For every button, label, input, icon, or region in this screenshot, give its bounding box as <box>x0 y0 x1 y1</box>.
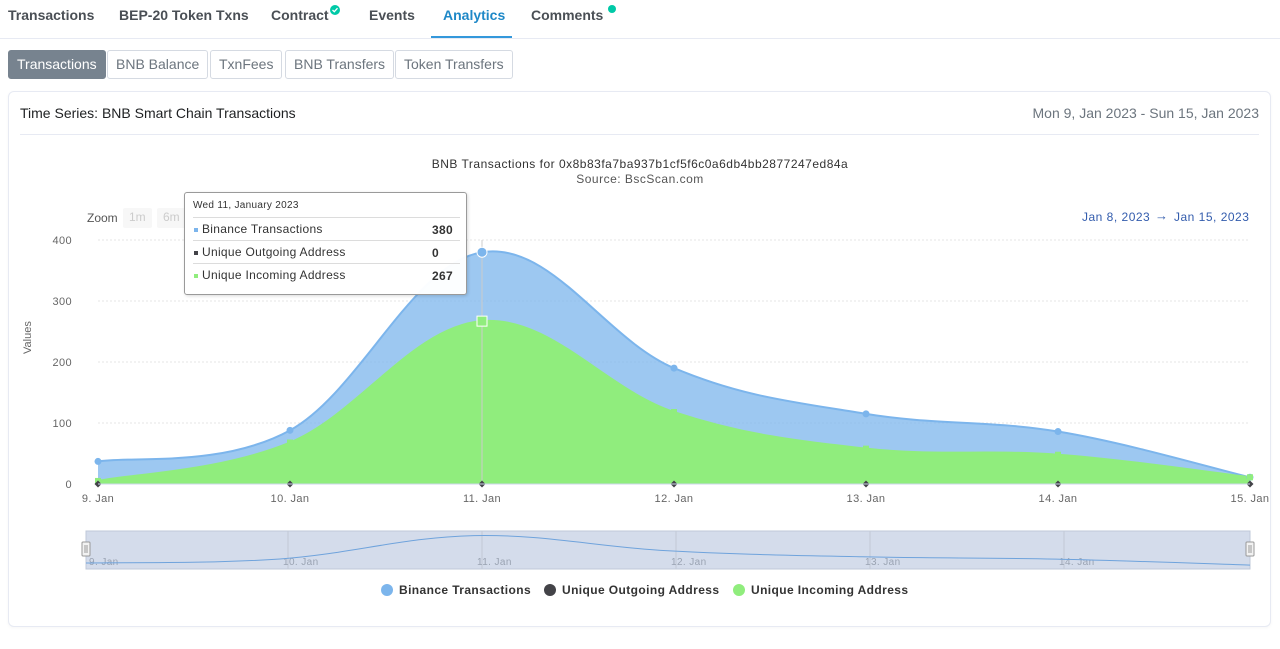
x-tick-label: 10. Jan <box>271 493 310 505</box>
series-area-unique-incoming-address <box>98 320 1250 484</box>
x-tick-label: 15. Jan <box>1231 493 1270 505</box>
tooltip-bullet <box>194 274 198 278</box>
data-point-binance-transactions <box>1054 428 1062 436</box>
navigator-mask <box>85 530 1251 570</box>
tooltip-bullet <box>194 251 198 255</box>
x-tick-label: 11. Jan <box>463 493 501 505</box>
data-point-unique-incoming-address <box>863 445 869 452</box>
subtab-transactions[interactable]: Transactions <box>8 50 106 79</box>
card-divider <box>20 134 1259 135</box>
zoom-1m-button[interactable]: 1m <box>123 208 152 228</box>
subtab-bnb-balance[interactable]: BNB Balance <box>107 50 209 79</box>
tooltip-row: Binance Transactions 380 <box>193 217 460 240</box>
data-point-binance-transactions <box>476 246 488 258</box>
data-point-binance-transactions <box>94 457 102 465</box>
y-tick-label: 200 <box>52 357 72 369</box>
tooltip-bullet <box>194 228 198 232</box>
tab-transactions[interactable]: Transactions <box>8 7 95 23</box>
legend-label: Unique Incoming Address <box>751 583 909 597</box>
tooltip-series-name: Unique Incoming Address <box>202 268 346 282</box>
range-to-input[interactable]: Jan 15, 2023 <box>1174 210 1250 224</box>
notification-dot-icon <box>608 5 617 13</box>
tab-contract[interactable]: Contract <box>271 5 340 23</box>
tab-contract-label: Contract <box>271 7 329 23</box>
tooltip-date: Wed 11, January 2023 <box>193 200 299 211</box>
handle-body <box>81 541 91 557</box>
navigator-tick-label: 12. Jan <box>671 557 707 568</box>
zoom-6m-button[interactable]: 6m <box>157 208 186 228</box>
subtab-bnb-transfers[interactable]: BNB Transfers <box>285 50 395 79</box>
chart-tooltip: Wed 11, January 2023 Binance Transaction… <box>184 192 467 295</box>
card-title: Time Series: BNB Smart Chain Transaction… <box>20 105 296 121</box>
x-tick-label: 12. Jan <box>655 493 694 505</box>
x-tick-label: 9. Jan <box>82 493 114 505</box>
data-point-unique-incoming-address <box>671 409 677 416</box>
y-tick-label: 0 <box>65 479 72 491</box>
tab-comments-label: Comments <box>531 7 604 23</box>
legend-label: Binance Transactions <box>399 583 532 597</box>
navigator-right-handle[interactable] <box>1245 541 1255 557</box>
y-tick-label: 400 <box>52 235 72 247</box>
data-point-unique-incoming-address <box>476 315 488 327</box>
tab-comments[interactable]: Comments <box>531 5 617 23</box>
tooltip-series-name: Binance Transactions <box>202 222 323 236</box>
chart-subtitle: Source: BscScan.com <box>576 172 704 186</box>
legend-marker <box>544 584 556 596</box>
legend-item-unique-incoming-address[interactable]: Unique Incoming Address <box>733 583 909 597</box>
tooltip-series-value: 380 <box>432 223 453 237</box>
tooltip-row: Unique Incoming Address 267 <box>193 263 460 286</box>
tooltip-series-value: 0 <box>432 246 439 260</box>
x-tick-label: 14. Jan <box>1039 493 1078 505</box>
zoom-label: Zoom <box>87 211 118 225</box>
x-tick-label: 13. Jan <box>847 493 886 505</box>
navigator-left-handle[interactable] <box>81 541 91 557</box>
top-tab-bar: Transactions BEP-20 Token Txns Contract … <box>0 0 1280 39</box>
data-point-binance-transactions <box>670 364 678 372</box>
tooltip-row: Unique Outgoing Address 0 <box>193 240 460 263</box>
legend-item-unique-outgoing-address[interactable]: Unique Outgoing Address <box>544 583 720 597</box>
tab-analytics[interactable]: Analytics <box>443 7 506 23</box>
legend-item-binance-transactions[interactable]: Binance Transactions <box>381 583 532 597</box>
y-axis-title: Values <box>22 321 34 354</box>
legend-label: Unique Outgoing Address <box>562 583 720 597</box>
card-date-range: Mon 9, Jan 2023 - Sun 15, Jan 2023 <box>1032 105 1260 121</box>
tab-token-txns[interactable]: BEP-20 Token Txns <box>119 7 249 23</box>
data-point-unique-incoming-address <box>1247 474 1253 481</box>
verified-check-icon <box>329 5 340 15</box>
tab-events[interactable]: Events <box>369 7 415 23</box>
range-arrow: → <box>1155 208 1168 223</box>
y-tick-label: 100 <box>52 418 72 430</box>
chart-title: BNB Transactions for 0x8b83fa7ba937b1cf5… <box>431 157 849 171</box>
legend-marker <box>381 584 393 596</box>
range-from-input[interactable]: Jan 8, 2023 <box>1082 210 1151 224</box>
data-point-binance-transactions <box>862 410 870 418</box>
data-point-unique-incoming-address <box>287 439 293 446</box>
navigator-tick-label: 14. Jan <box>1059 557 1095 568</box>
tooltip-series-name: Unique Outgoing Address <box>202 245 346 259</box>
legend-marker <box>733 584 745 596</box>
navigator-tick-label: 13. Jan <box>865 557 901 568</box>
tooltip-series-value: 267 <box>432 269 453 283</box>
subtab-txnfees[interactable]: TxnFees <box>210 50 283 79</box>
subtab-token-transfers[interactable]: Token Transfers <box>395 50 513 79</box>
active-tab-indicator <box>431 36 512 38</box>
data-point-binance-transactions <box>286 426 294 434</box>
handle-body <box>1245 541 1255 557</box>
y-tick-label: 300 <box>52 296 72 308</box>
navigator-tick-label: 10. Jan <box>283 557 319 568</box>
navigator-series-line <box>85 534 1251 566</box>
data-point-unique-incoming-address <box>1055 451 1061 458</box>
navigator-tick-label: 11. Jan <box>477 557 512 568</box>
